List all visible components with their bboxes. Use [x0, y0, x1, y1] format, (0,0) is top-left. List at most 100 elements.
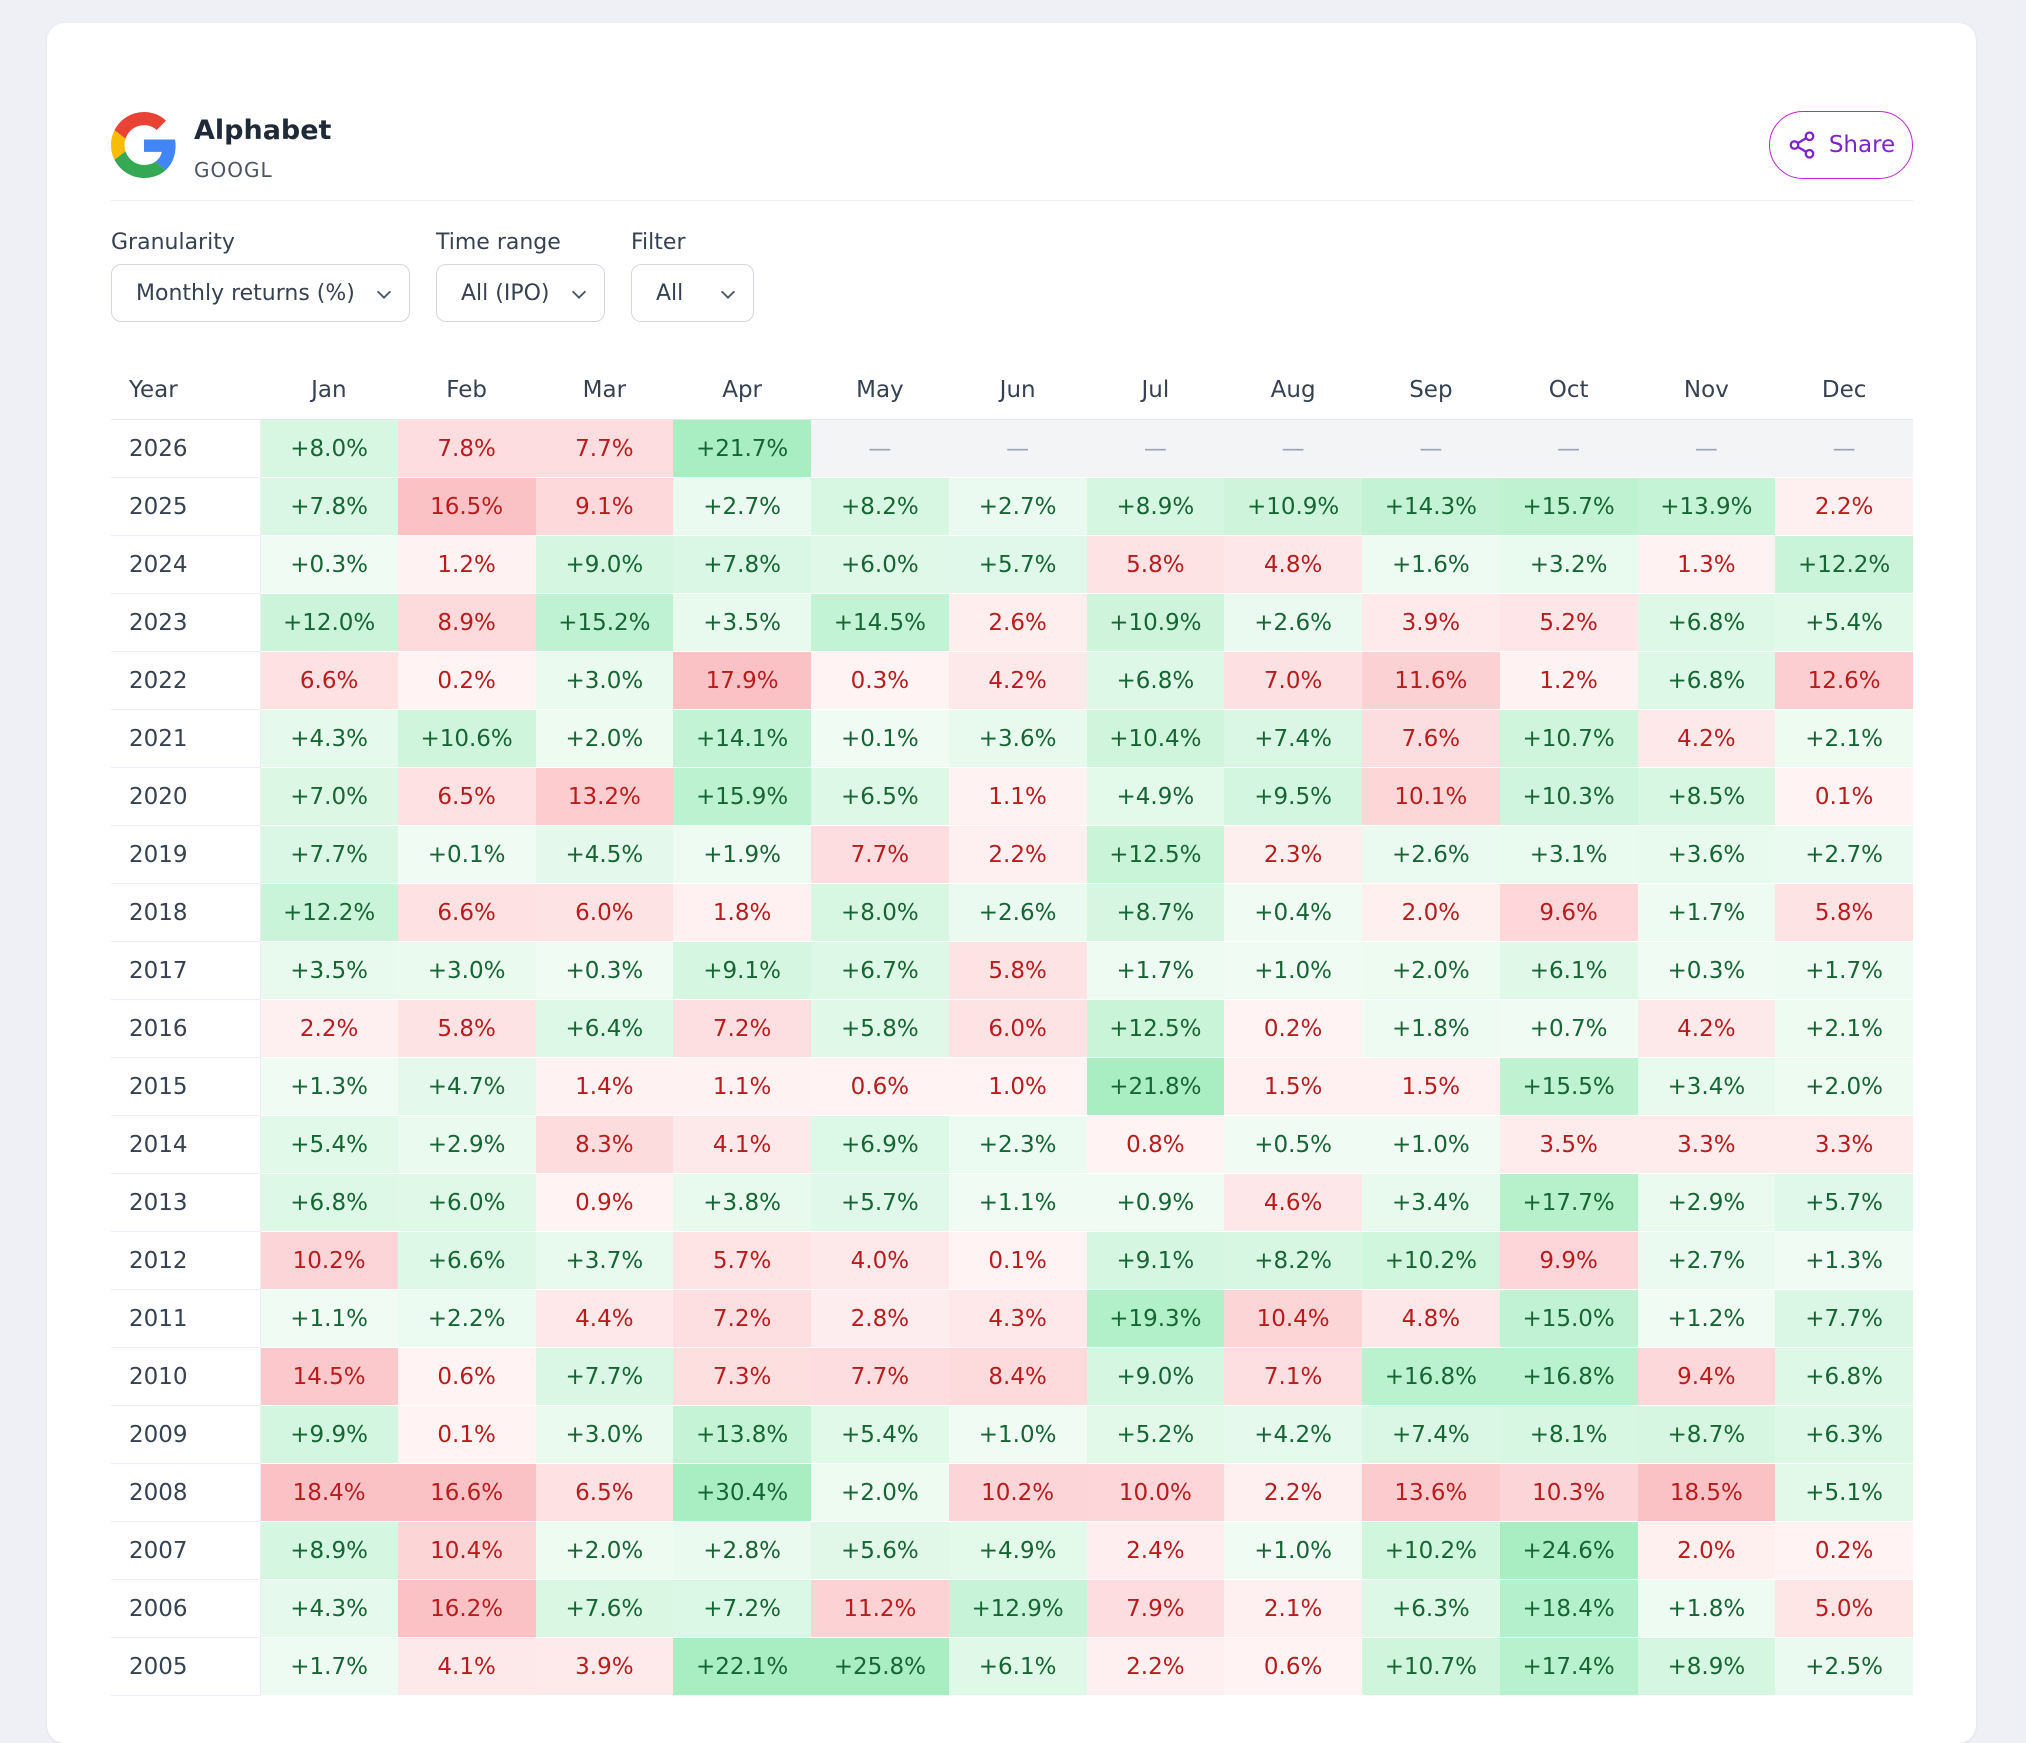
chevron-down-icon: [720, 290, 736, 299]
return-cell: +2.0%: [811, 1463, 949, 1522]
return-cell: +0.7%: [1499, 999, 1638, 1058]
return-cell: +8.0%: [260, 419, 398, 478]
return-cell: +8.9%: [1086, 477, 1225, 536]
return-cell: 1.1%: [948, 767, 1087, 826]
year-cell: 2026: [111, 419, 261, 478]
return-cell: +2.9%: [1637, 1173, 1776, 1232]
return-cell: +6.1%: [1499, 941, 1638, 1000]
return-cell: 1.3%: [1637, 535, 1776, 594]
return-cell: 4.1%: [673, 1115, 811, 1174]
return-cell: 4.3%: [948, 1289, 1087, 1348]
return-cell: +30.4%: [673, 1463, 811, 1522]
return-cell: +5.7%: [811, 1173, 949, 1232]
column-header-month[interactable]: Mar: [535, 360, 674, 420]
table-row: 2019 +7.7% +0.1% +4.5% +1.9% 7.7% 2.2% +12.5% 2.…: [111, 825, 1913, 884]
time-range-select[interactable]: All (IPO): [436, 264, 605, 322]
return-cell: +14.3%: [1362, 477, 1500, 536]
return-cell: +8.2%: [1224, 1231, 1362, 1290]
return-cell: +9.9%: [260, 1405, 398, 1464]
return-cell: 0.1%: [1775, 767, 1913, 826]
return-cell: +15.5%: [1499, 1057, 1638, 1116]
return-cell: +12.2%: [1775, 535, 1913, 594]
return-cell: +2.3%: [948, 1115, 1087, 1174]
year-cell: 2008: [111, 1463, 261, 1522]
google-logo-icon: [111, 112, 176, 178]
year-cell: 2019: [111, 825, 261, 884]
return-cell: 5.2%: [1499, 593, 1638, 652]
table-row: 2012 10.2% +6.6% +3.7% 5.7% 4.0% 0.1% +9.1% +8.2…: [111, 1231, 1913, 1290]
return-cell: +21.7%: [673, 419, 811, 478]
column-header-month[interactable]: Nov: [1637, 360, 1776, 420]
return-cell: +8.1%: [1499, 1405, 1638, 1464]
return-cell: 8.4%: [948, 1347, 1087, 1406]
column-header-month[interactable]: Apr: [673, 360, 811, 420]
return-cell: +4.3%: [260, 709, 398, 768]
table-row: 2011 +1.1% +2.2% 4.4% 7.2% 2.8% 4.3% +19.3% 10.4…: [111, 1289, 1913, 1348]
column-header-month[interactable]: Jan: [260, 360, 398, 420]
column-header-month[interactable]: Aug: [1224, 360, 1362, 420]
return-cell: +12.5%: [1086, 825, 1225, 884]
return-cell: 5.7%: [673, 1231, 811, 1290]
return-cell: +10.6%: [397, 709, 536, 768]
return-cell: +3.0%: [535, 1405, 674, 1464]
return-cell: +6.8%: [1086, 651, 1225, 710]
column-header-month[interactable]: Jul: [1086, 360, 1225, 420]
return-cell: +1.0%: [1224, 941, 1362, 1000]
return-cell: +2.7%: [1637, 1231, 1776, 1290]
column-header-month[interactable]: May: [811, 360, 949, 420]
column-header-month[interactable]: Sep: [1362, 360, 1500, 420]
return-cell: +3.0%: [397, 941, 536, 1000]
filter-select[interactable]: All: [631, 264, 754, 322]
return-cell: 6.6%: [397, 883, 536, 942]
chevron-down-icon: [571, 290, 587, 299]
return-cell: +13.9%: [1637, 477, 1776, 536]
return-cell: +3.6%: [948, 709, 1087, 768]
return-cell: 6.6%: [260, 651, 398, 710]
table-row: 2016 2.2% 5.8% +6.4% 7.2% +5.8% 6.0% +12.5% 0.2%…: [111, 999, 1913, 1058]
return-cell: 5.8%: [1775, 883, 1913, 942]
return-cell: 6.5%: [397, 767, 536, 826]
table-row: 2017 +3.5% +3.0% +0.3% +9.1% +6.7% 5.8% +1.7% +1…: [111, 941, 1913, 1000]
return-cell: 8.9%: [397, 593, 536, 652]
return-cell: +16.8%: [1499, 1347, 1638, 1406]
return-cell: +8.9%: [1637, 1637, 1776, 1696]
return-cell: +10.9%: [1224, 477, 1362, 536]
year-cell: 2009: [111, 1405, 261, 1464]
column-header-month[interactable]: Feb: [397, 360, 536, 420]
return-cell: 7.0%: [1224, 651, 1362, 710]
table-row: 2015 +1.3% +4.7% 1.4% 1.1% 0.6% 1.0% +21.8% 1.5%…: [111, 1057, 1913, 1116]
granularity-select[interactable]: Monthly returns (%): [111, 264, 410, 322]
return-cell: +8.9%: [260, 1521, 398, 1580]
return-cell: +3.4%: [1637, 1057, 1776, 1116]
return-cell: 0.2%: [1775, 1521, 1913, 1580]
return-cell: 10.2%: [948, 1463, 1087, 1522]
year-cell: 2007: [111, 1521, 261, 1580]
share-button[interactable]: Share: [1769, 111, 1913, 179]
return-cell: +10.4%: [1086, 709, 1225, 768]
column-header-month[interactable]: Dec: [1775, 360, 1913, 420]
return-cell: 2.2%: [1775, 477, 1913, 536]
year-cell: 2006: [111, 1579, 261, 1638]
return-cell: +2.0%: [1362, 941, 1500, 1000]
table-row: 2007 +8.9% 10.4% +2.0% +2.8% +5.6% +4.9% 2.4% +1…: [111, 1521, 1913, 1580]
column-header-month[interactable]: Jun: [948, 360, 1087, 420]
return-cell: +6.5%: [811, 767, 949, 826]
return-cell: 2.0%: [1637, 1521, 1776, 1580]
column-header-month[interactable]: Oct: [1499, 360, 1638, 420]
return-cell: +6.4%: [535, 999, 674, 1058]
return-cell: —: [1224, 419, 1362, 478]
time-range-value: All (IPO): [461, 280, 550, 306]
ticker-symbol: GOOGL: [194, 158, 273, 182]
return-cell: +15.2%: [535, 593, 674, 652]
return-cell: +4.3%: [260, 1579, 398, 1638]
return-cell: +1.7%: [260, 1637, 398, 1696]
return-cell: +4.2%: [1224, 1405, 1362, 1464]
company-name: Alphabet: [194, 115, 332, 146]
monthly-returns-table: Year Jan Feb Mar Apr May Jun Jul Aug Sep Oct Nov Dec…: [111, 360, 1913, 1696]
year-cell: 2024: [111, 535, 261, 594]
return-cell: —: [1362, 419, 1500, 478]
return-cell: 0.8%: [1086, 1115, 1225, 1174]
column-header-year[interactable]: Year: [111, 360, 260, 420]
return-cell: 9.6%: [1499, 883, 1638, 942]
return-cell: +5.4%: [811, 1405, 949, 1464]
